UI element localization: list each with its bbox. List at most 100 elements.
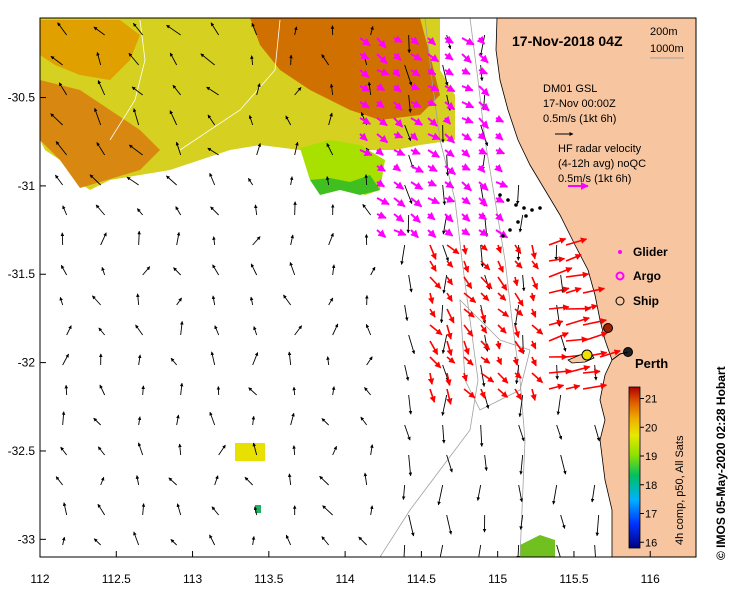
x-tick-label: 114 <box>336 572 355 586</box>
hf-radar-red-arrow <box>480 324 488 334</box>
hf-radar-red-arrow <box>446 276 454 286</box>
dm01-arrow <box>408 394 413 415</box>
hf-radar-arrow <box>461 67 471 75</box>
dm01-arrow <box>55 141 68 156</box>
dm01-arrow <box>442 64 449 86</box>
dm01-arrow <box>62 502 68 516</box>
hf-radar-arrow <box>444 35 454 44</box>
hf-radar-red-arrow <box>497 260 504 273</box>
sst-blob-3 <box>520 535 555 557</box>
hf-radar-arrow <box>427 196 441 205</box>
hf-radar-red-arrow <box>529 292 536 302</box>
dm01-arrow <box>366 356 373 366</box>
hf-radar-red-arrow <box>429 276 442 289</box>
dm01-arrow <box>442 274 448 294</box>
dm01-arrow <box>137 230 141 246</box>
hf-radar-red-arrow <box>446 308 455 324</box>
dm01-arrow <box>169 52 178 66</box>
dm01-arrow <box>175 206 182 216</box>
dm01-arrow <box>590 484 596 503</box>
dm01-arrow <box>200 53 215 66</box>
glider-point <box>516 220 520 224</box>
hf-radar-arrow <box>410 147 421 155</box>
hf-radar-red-arrow <box>429 340 439 356</box>
dm01-arrow <box>322 505 333 516</box>
dm01-arrow <box>319 475 329 486</box>
hf-radar-arrow <box>393 197 406 208</box>
dm01-arrow <box>364 174 368 186</box>
hf-radar-arrow <box>376 211 387 219</box>
dm01-arrow <box>206 86 219 96</box>
dm01-arrow <box>439 304 444 324</box>
argo-legend-label: Argo <box>633 269 661 283</box>
dm01-arrow <box>439 544 444 557</box>
dm01-arrow <box>401 484 406 500</box>
x-tick-label: 113.5 <box>254 572 283 586</box>
hf-radar-arrow <box>392 163 402 172</box>
dm01-arrow <box>135 324 144 336</box>
isobath-200-label: 200m <box>650 26 678 38</box>
hf-radar-red-arrow <box>480 292 490 302</box>
hf-radar-red-arrow <box>582 331 608 342</box>
dm01-arrow <box>518 394 524 418</box>
dm01-arrow <box>66 325 72 336</box>
hf-radar-red-arrow <box>463 292 477 304</box>
hf-radar-arrow <box>442 115 452 125</box>
dm01-arrow <box>442 244 449 262</box>
hf-radar-red-arrow <box>429 260 437 272</box>
dm01-arrow <box>321 418 329 426</box>
hf-radar-arrow <box>393 131 404 139</box>
hf-radar-arrow <box>444 101 455 111</box>
dm01-arrow <box>289 176 294 186</box>
hf-radar-red-arrow <box>446 388 453 405</box>
dm01-arrow <box>404 304 409 321</box>
hf-radar-red-arrow <box>565 336 589 343</box>
dm01-arrow <box>93 417 101 426</box>
hf-radar-red-arrow <box>530 244 537 260</box>
dm01-arrow <box>283 294 292 306</box>
x-tick-label: 112.5 <box>102 572 131 586</box>
hf-radar-arrow <box>495 212 504 222</box>
dm01-arrow <box>218 444 226 456</box>
hf-radar-legend: HF radar velocity (4-12h avg) noQC 0.5m/… <box>558 143 646 190</box>
colorbar-tick-label: 16 <box>645 537 657 549</box>
hf-radar-arrow <box>393 117 404 128</box>
hf-radar-arrow <box>444 133 456 144</box>
hf-radar-red-arrow <box>531 372 544 384</box>
colorbar-tick-label: 20 <box>645 422 657 434</box>
ship-legend-symbol <box>615 296 625 306</box>
dm01-arrow <box>253 326 258 336</box>
colorbar: 16 17 18 19 20 21 4h comp, p50, All Sats <box>628 386 686 549</box>
colorbar-label: 4h comp, p50, All Sats <box>674 435 686 545</box>
hf-radar-arrow <box>376 133 389 144</box>
hf-radar-red-arrow <box>582 286 606 294</box>
dm01-arrow <box>58 82 68 96</box>
hf-radar-red-arrow <box>463 388 476 399</box>
hf-radar-red-arrow <box>565 383 581 391</box>
dm01-arrow <box>441 394 448 416</box>
hf-radar-red-arrow <box>548 237 567 246</box>
dm01-arrow <box>294 141 299 156</box>
hf-radar-arrow <box>410 197 423 208</box>
hf-radar-arrow <box>427 67 437 76</box>
dm01-arrow <box>400 244 406 265</box>
dm01-arrow <box>252 352 259 366</box>
hf-radar-red-arrow <box>446 244 460 255</box>
dm01-arrow <box>594 544 596 557</box>
y-tick-label: -31 <box>18 179 36 193</box>
hf-radar-arrow <box>495 195 505 204</box>
hf-radar-arrow <box>444 180 455 189</box>
hf-radar-red-arrow <box>514 292 524 307</box>
dm01-arrow <box>552 484 558 505</box>
hf-radar-arrow <box>461 53 472 64</box>
hf-radar-arrow <box>444 84 456 93</box>
dm01-arrow <box>207 114 216 126</box>
dm01-arrow <box>179 382 184 396</box>
dm01-arrow <box>170 357 178 366</box>
hf-radar-arrow <box>427 117 438 127</box>
dm01-arrow <box>518 484 524 503</box>
hf-radar-red-arrow <box>446 356 456 364</box>
colorbar-tick-label: 17 <box>645 509 657 521</box>
dm01-arrow <box>62 353 69 366</box>
